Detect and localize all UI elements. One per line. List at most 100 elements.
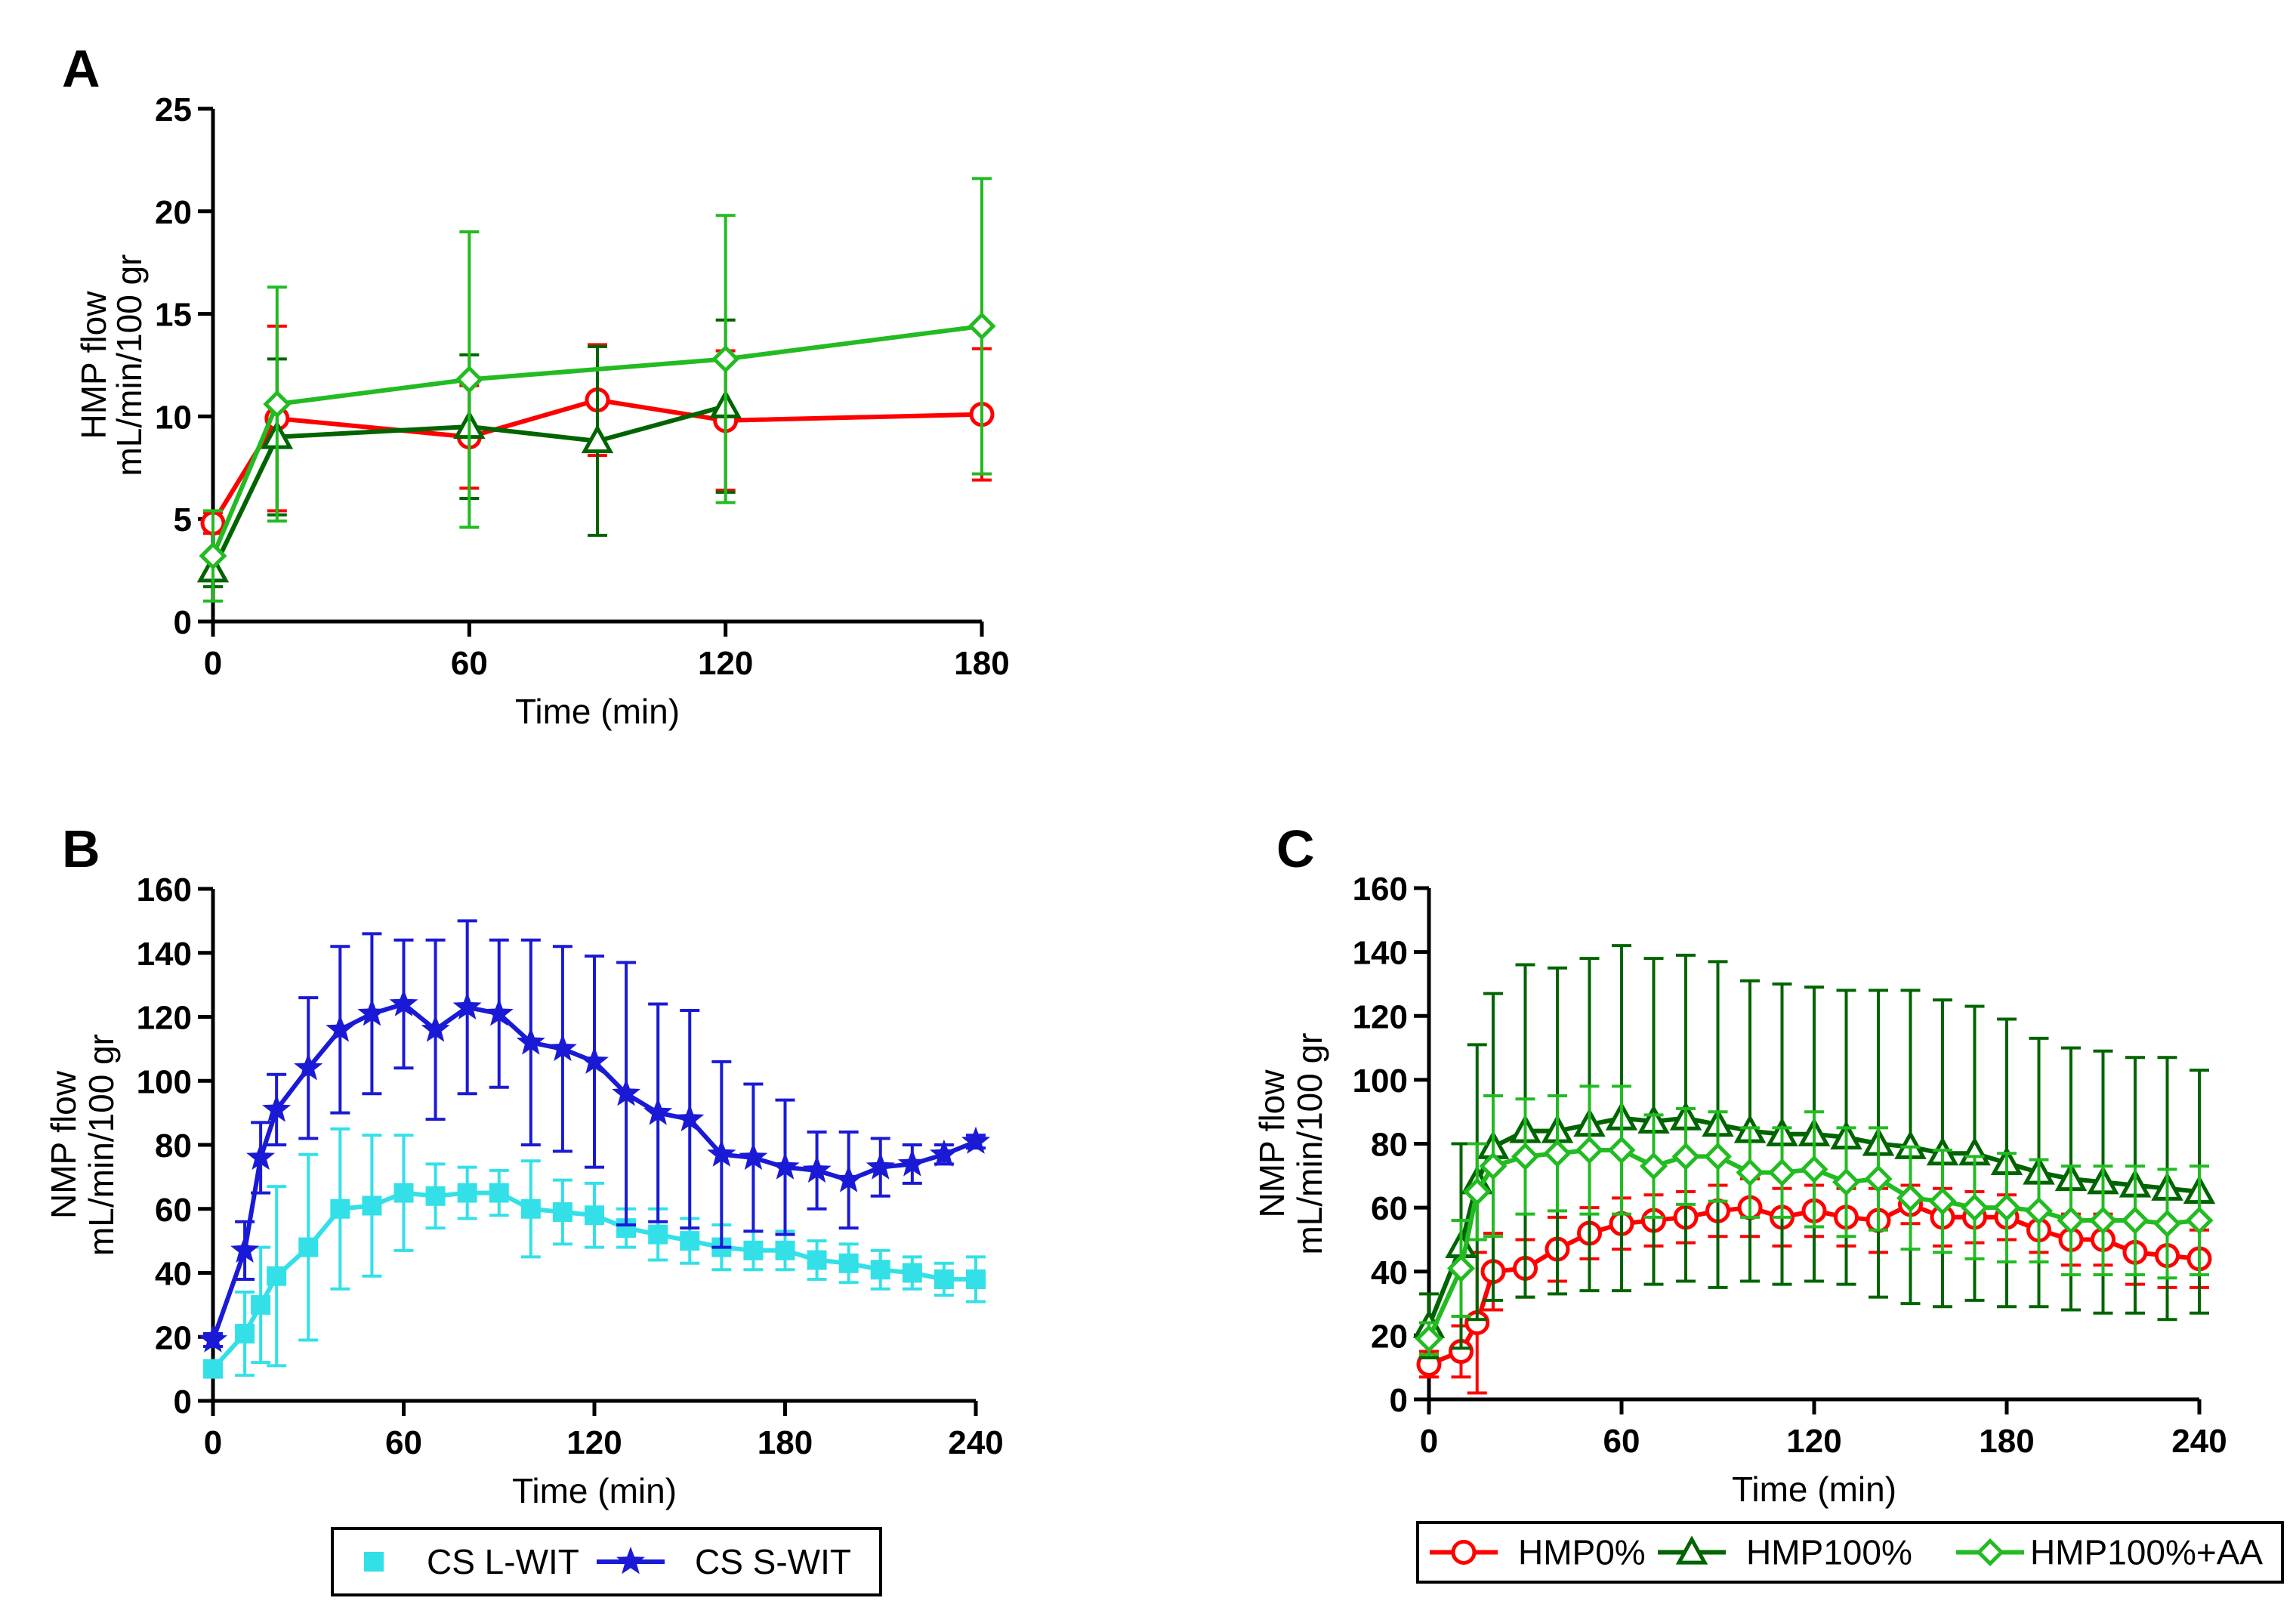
pa-hmp100-aa-point: [711, 344, 740, 373]
pb-cs-l-wit-point: [520, 1198, 541, 1219]
pc-hmp100-aa-point: [2152, 1209, 2182, 1238]
pb-y-tick-label: 80: [155, 1127, 192, 1165]
pc-hmp100-aa-point: [1463, 1177, 1492, 1206]
pb-cs-s-wit-point: [961, 1126, 990, 1154]
pb-y-tick-label: 140: [137, 936, 192, 973]
pb-cs-s-wit-point: [897, 1149, 927, 1177]
pb-cs-l-wit-point: [838, 1253, 859, 1273]
pc-y-axis-label-line1: NMP flow: [1252, 1069, 1292, 1218]
pb-cs-l-wit-point: [362, 1195, 382, 1216]
pc-hmp100-aa-point: [1415, 1325, 1443, 1353]
pb-x-axis-label: Time (min): [512, 1471, 677, 1510]
pa-x-tick-label: 0: [204, 645, 222, 682]
pb-cs-s-wit-point: [929, 1139, 958, 1167]
pb-cs-s-wit-point: [326, 1014, 355, 1042]
pb-cs-l-wit-point: [870, 1260, 890, 1280]
pc-hmp100-aa-point: [1928, 1187, 1957, 1216]
pb-cs-l-wit-point: [743, 1240, 764, 1260]
pb-y-tick-label: 60: [155, 1192, 192, 1229]
pc-x-tick-label: 0: [1420, 1423, 1438, 1460]
pb-cs-l-wit-point: [680, 1231, 700, 1251]
pc-y-tick-label: 140: [1353, 935, 1408, 972]
pc-y-tick-label: 20: [1371, 1318, 1408, 1355]
pa-y-tick-label: 20: [155, 194, 192, 231]
pa-y-tick-label: 15: [155, 297, 192, 334]
pb-cs-s-wit-point: [389, 989, 418, 1016]
pc-hmp100-aa-point: [1607, 1136, 1636, 1165]
legend-box: [1416, 1521, 2284, 1584]
pa-x-tick-label: 60: [451, 645, 488, 682]
pb-cs-s-wit-point: [246, 1143, 276, 1171]
pb-cs-l-wit-point: [489, 1183, 509, 1203]
pc-hmp100-aa-point: [1511, 1142, 1540, 1171]
pb-cs-s-wit-point: [739, 1143, 768, 1171]
pa-y-tick-label: 25: [155, 91, 192, 128]
pc-hmp100-aa-point: [1960, 1193, 1989, 1222]
pc-x-tick-label: 180: [1979, 1423, 2034, 1460]
pc-x-tick-label: 240: [2171, 1423, 2227, 1460]
pb-cs-l-wit-point: [902, 1263, 922, 1283]
pc-hmp100-aa-point: [2088, 1206, 2118, 1235]
pc-y-tick-label: 40: [1371, 1254, 1408, 1291]
pb-cs-l-wit-point: [966, 1269, 986, 1289]
pc-hmp100-aa-point: [2057, 1206, 2085, 1235]
pb-cs-s-wit-point: [548, 1033, 577, 1062]
pc-hmp100-aa-point: [1864, 1165, 1893, 1193]
pb-x-tick-label: 180: [758, 1424, 813, 1461]
pb-cs-s-wit-point: [707, 1139, 736, 1167]
pb-cs-s-wit-point: [294, 1053, 323, 1081]
pb-cs-s-wit-point: [580, 1046, 609, 1074]
pc-hmp100-aa-point: [1543, 1139, 1572, 1168]
pb-y-tick-label: 160: [137, 871, 192, 908]
pc-hmp100-aa-point: [1896, 1183, 1925, 1212]
pc-hmp100-aa-point: [2024, 1196, 2054, 1225]
legend-cs-s-wit-label: CS S-WIT: [695, 1542, 851, 1581]
legend-hmp100--label: HMP100%: [1746, 1533, 1912, 1572]
pb-y-tick-label: 20: [155, 1319, 192, 1356]
pb-y-tick-label: 100: [137, 1063, 192, 1100]
pc-hmp100-aa-point: [1446, 1254, 1476, 1283]
pb-cs-s-wit-point: [484, 998, 514, 1026]
pa-x-tick-label: 180: [954, 645, 1009, 682]
pb-cs-s-wit-point: [230, 1235, 260, 1263]
pc-hmp100-aa-point: [1800, 1155, 1828, 1183]
pb-x-tick-label: 120: [566, 1424, 622, 1461]
pb-cs-l-wit-point: [457, 1183, 477, 1203]
pc-y-axis-label-line2: mL/min/100 gr: [1290, 1032, 1329, 1254]
pa-y-axis-label-line2: mL/min/100 gr: [110, 254, 149, 476]
pc-hmp100-aa-point: [1671, 1142, 1700, 1171]
pb-x-tick-label: 0: [204, 1424, 222, 1461]
pa-hmp100-aa-point: [455, 365, 483, 394]
pa-hmp0--line: [211, 397, 983, 525]
panel-label-b: B: [62, 819, 100, 878]
pc-x-tick-label: 60: [1603, 1423, 1640, 1460]
pa-y-tick-label: 5: [174, 501, 192, 538]
pb-cs-l-wit-point: [235, 1324, 255, 1344]
pa-y-tick-label: 0: [174, 604, 192, 641]
pb-x-tick-label: 240: [948, 1424, 1003, 1461]
pb-cs-s-wit-point: [770, 1152, 800, 1180]
pb-y-tick-label: 40: [155, 1256, 192, 1293]
legend-hmp100-aa-label: HMP100%+AA: [2030, 1533, 2263, 1572]
pb-cs-s-wit-point: [452, 992, 482, 1020]
legend-panel-b: CS L-WIT CS S-WIT: [331, 1527, 882, 1596]
pc-hmp100-aa-point: [1479, 1152, 1508, 1180]
pc-y-tick-label: 60: [1371, 1190, 1408, 1227]
legend-hmp0--symbol: [1451, 1540, 1477, 1565]
pc-y-tick-label: 120: [1353, 998, 1408, 1035]
pb-y-axis-label-line1: NMP flow: [44, 1070, 83, 1219]
pb-cs-l-wit-point: [807, 1250, 827, 1270]
pb-cs-l-wit-point: [330, 1198, 350, 1219]
pb-cs-l-wit-point: [934, 1269, 954, 1289]
pa-hmp100-aa-point: [263, 390, 292, 418]
pb-cs-s-wit-point: [802, 1155, 832, 1183]
pb-cs-l-wit-point: [585, 1205, 604, 1226]
pa-x-tick-label: 120: [698, 645, 753, 682]
pb-cs-l-wit-point: [775, 1240, 795, 1260]
legend-cs-l-wit-symbol: [364, 1552, 384, 1572]
pb-cs-s-wit-point: [199, 1325, 227, 1353]
pb-cs-s-wit-point: [834, 1165, 863, 1192]
pb-y-tick-label: 120: [137, 1000, 192, 1037]
pb-cs-l-wit-point: [393, 1183, 414, 1203]
